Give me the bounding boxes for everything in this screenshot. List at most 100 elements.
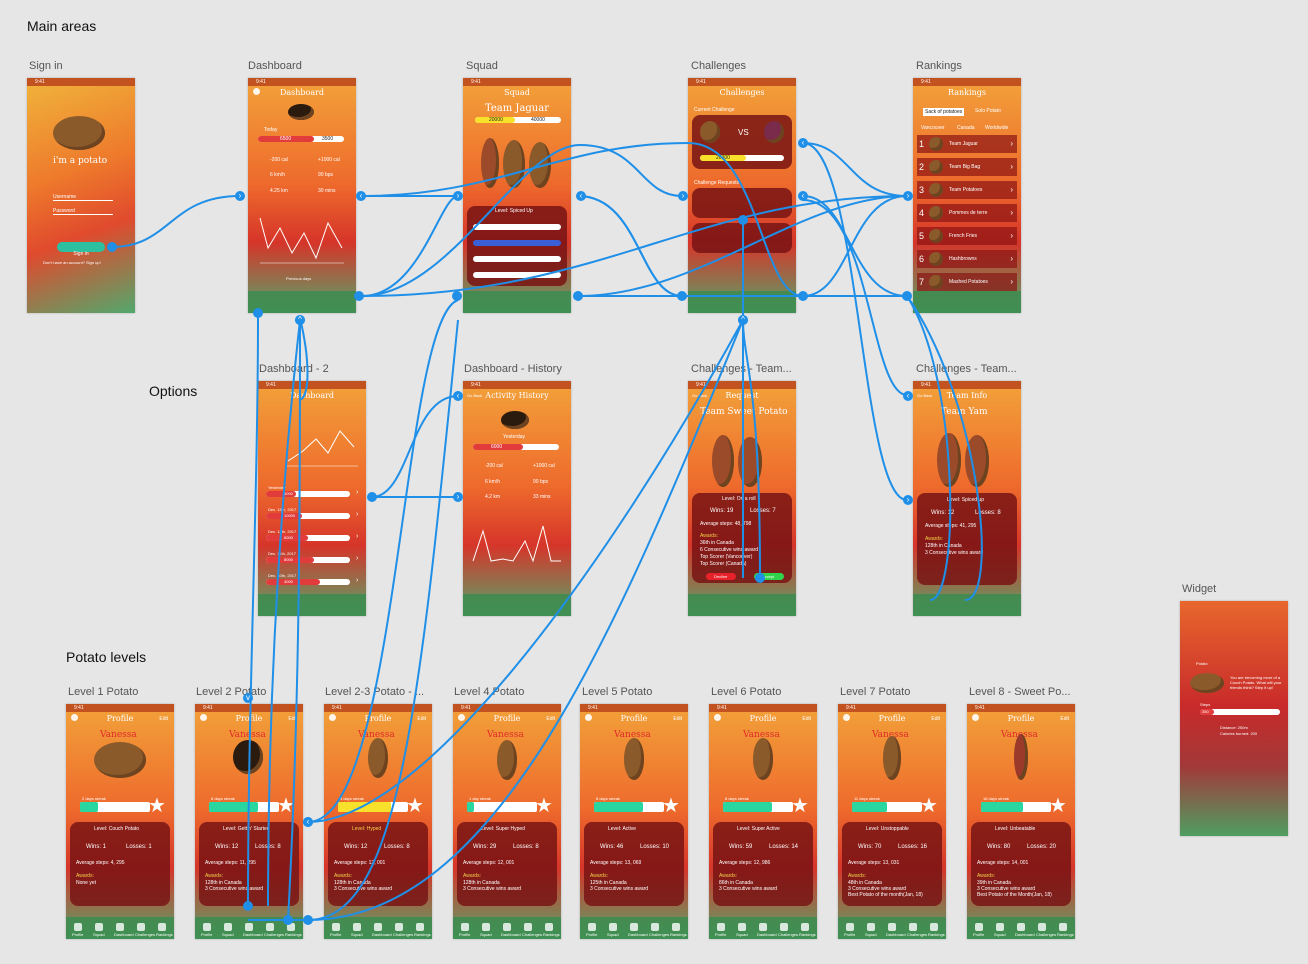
gear-icon[interactable] [714, 714, 721, 721]
frame-label-rankings[interactable]: Rankings [916, 60, 962, 72]
tab-icon[interactable] [867, 923, 875, 931]
nav-arrow-icon[interactable]: › [678, 191, 688, 201]
tab-icon[interactable] [588, 923, 596, 931]
tab-icon[interactable] [416, 923, 424, 931]
frame-label-level-7[interactable]: Level 7 Potato [840, 686, 911, 698]
ranking-row[interactable]: 6 Hashbrowns › [917, 250, 1017, 268]
frame-dashboard-2[interactable]: 9:41 Dashboard Yesterday 6000 › Dec. 13th, … [258, 381, 366, 616]
frame-sign-in[interactable]: 9:41 i'm a potato Username Password Sign… [27, 78, 135, 313]
nav-arrow-icon[interactable]: › [235, 191, 245, 201]
tab-icon[interactable] [846, 923, 854, 931]
frame-squad[interactable]: 9:41 Squad Team Jaguar 20000 40000 Level… [463, 78, 571, 313]
frame-label-dashboard-2[interactable]: Dashboard - 2 [259, 363, 329, 375]
tab-label[interactable]: Squad [222, 932, 234, 937]
gear-icon[interactable] [71, 714, 78, 721]
frame-level-3[interactable]: 9:41 Profile Edit Vanessa 9 days streak ★ Leve… [324, 704, 432, 939]
tab-label[interactable]: Challenges [264, 932, 285, 937]
tab-icon[interactable] [1017, 923, 1025, 931]
username-field[interactable]: Username [53, 194, 113, 201]
password-field[interactable]: Password [53, 208, 113, 215]
nav-arrow-icon[interactable]: ‹ [303, 817, 313, 827]
tab-label[interactable]: Profile [844, 932, 856, 937]
tab-icon[interactable] [266, 923, 274, 931]
nav-arrow-icon[interactable]: ‹ [356, 191, 366, 201]
gear-icon[interactable] [458, 714, 465, 721]
frame-label-widget[interactable]: Widget [1182, 583, 1217, 595]
tab-label[interactable]: Squad [93, 932, 105, 937]
frame-level-2[interactable]: 9:41 Profile Edit Vanessa 8 days streak ★ Leve… [195, 704, 303, 939]
nav-arrow-icon[interactable]: › [903, 191, 913, 201]
nav-arrow-icon[interactable]: ^ [738, 315, 748, 325]
tab-label[interactable]: Profile [201, 932, 213, 937]
tab-label[interactable]: Squad [865, 932, 877, 937]
tab-icon[interactable] [287, 923, 295, 931]
tab-icon[interactable] [672, 923, 680, 931]
decline-button[interactable]: Decline [706, 573, 736, 580]
frame-level-6[interactable]: 9:41 Profile Edit Vanessa 8 days streak ★ Leve… [709, 704, 817, 939]
tab-icon[interactable] [203, 923, 211, 931]
tab-icon[interactable] [930, 923, 938, 931]
tab-icon[interactable] [1038, 923, 1046, 931]
tab-label[interactable]: Challenges [649, 932, 670, 937]
nav-arrow-icon[interactable]: ^ [295, 315, 305, 325]
frame-level-1[interactable]: 9:41 Profile Edit Vanessa 2 days streak ★ Leve… [66, 704, 174, 939]
tab-label[interactable]: Rankings [543, 932, 560, 937]
tab-label[interactable]: Challenges [393, 932, 414, 937]
ranking-row[interactable]: 4 Pommes de terre › [917, 204, 1017, 222]
tab-label[interactable]: Squad [736, 932, 748, 937]
tab-label[interactable]: Profile [72, 932, 84, 937]
tab-icon[interactable] [545, 923, 553, 931]
tab-icon[interactable] [651, 923, 659, 931]
tab-label[interactable]: Rankings [1057, 932, 1074, 937]
ranking-row[interactable]: 1 Team Jaguar › [917, 135, 1017, 153]
tab-icon[interactable] [609, 923, 617, 931]
tab-label[interactable]: Dashboard [628, 932, 648, 937]
frame-widget[interactable]: Potato You are becoming more of a Couch … [1180, 601, 1288, 836]
tab-icon[interactable] [332, 923, 340, 931]
tab-label[interactable]: Dashboard [501, 932, 521, 937]
frame-activity-history[interactable]: 9:41 Activity History Go Back Yesterday … [463, 381, 571, 616]
gear-icon[interactable] [253, 88, 260, 95]
frame-label-level-5[interactable]: Level 5 Potato [582, 686, 653, 698]
frame-team-info[interactable]: 9:41 Team Info Go Back Team Yam Level: S… [913, 381, 1021, 616]
frame-level-5[interactable]: 9:41 Profile Edit Vanessa 8 days streak ★ Leve… [580, 704, 688, 939]
nav-arrow-icon[interactable]: ‹ [903, 391, 913, 401]
tab-label[interactable]: Squad [994, 932, 1006, 937]
frame-level-8[interactable]: 9:41ProfileEditVanessa18 days streak★Lev… [967, 704, 1075, 939]
nav-arrow-icon[interactable]: ‹ [798, 138, 808, 148]
nav-arrow-icon[interactable]: ‹ [798, 191, 808, 201]
tab-icon[interactable] [482, 923, 490, 931]
frame-label-challenges[interactable]: Challenges [691, 60, 747, 72]
tab-icon[interactable] [630, 923, 638, 931]
tab-icon[interactable] [503, 923, 511, 931]
frame-label-squad[interactable]: Squad [466, 60, 498, 72]
tab-icon[interactable] [158, 923, 166, 931]
signup-link[interactable]: Don't have an account? Sign up! [43, 260, 101, 265]
tab-label[interactable]: Profile [586, 932, 598, 937]
tab-label[interactable]: Rankings [156, 932, 173, 937]
frame-dashboard[interactable]: 9:41 Dashboard Today 6500 3500 -200 cal … [248, 78, 356, 313]
tab-label[interactable]: Challenges [907, 932, 928, 937]
frame-label-challenges-team-info[interactable]: Challenges - Team... [916, 363, 1017, 375]
tab-label[interactable]: Dashboard [114, 932, 134, 937]
challenge-request-2[interactable] [692, 223, 792, 253]
tab-label[interactable]: Squad [351, 932, 363, 937]
tab-label[interactable]: Rankings [928, 932, 945, 937]
frame-label-level-2[interactable]: Level 2 Potato [196, 686, 267, 698]
tab-label[interactable]: Challenges [1036, 932, 1057, 937]
frame-rankings[interactable]: 9:41 Rankings Sack of potatoes Solo Pota… [913, 78, 1021, 313]
ranking-row[interactable]: 2 Team Big Bag › [917, 158, 1017, 176]
tab-label[interactable]: Challenges [522, 932, 543, 937]
gear-icon[interactable] [200, 714, 207, 721]
tab-label[interactable]: Dashboard [757, 932, 777, 937]
edit-button[interactable]: Edit [931, 716, 940, 722]
tab-label[interactable]: Profile [973, 932, 985, 937]
challenge-request-1[interactable] [692, 188, 792, 218]
tab-icon[interactable] [801, 923, 809, 931]
tab-icon[interactable] [909, 923, 917, 931]
sign-in-button[interactable]: Sign in [57, 242, 105, 257]
tab-label[interactable]: Profile [330, 932, 342, 937]
tab-icon[interactable] [717, 923, 725, 931]
nav-arrow-icon[interactable]: ‹ [576, 191, 586, 201]
tab-icon[interactable] [137, 923, 145, 931]
